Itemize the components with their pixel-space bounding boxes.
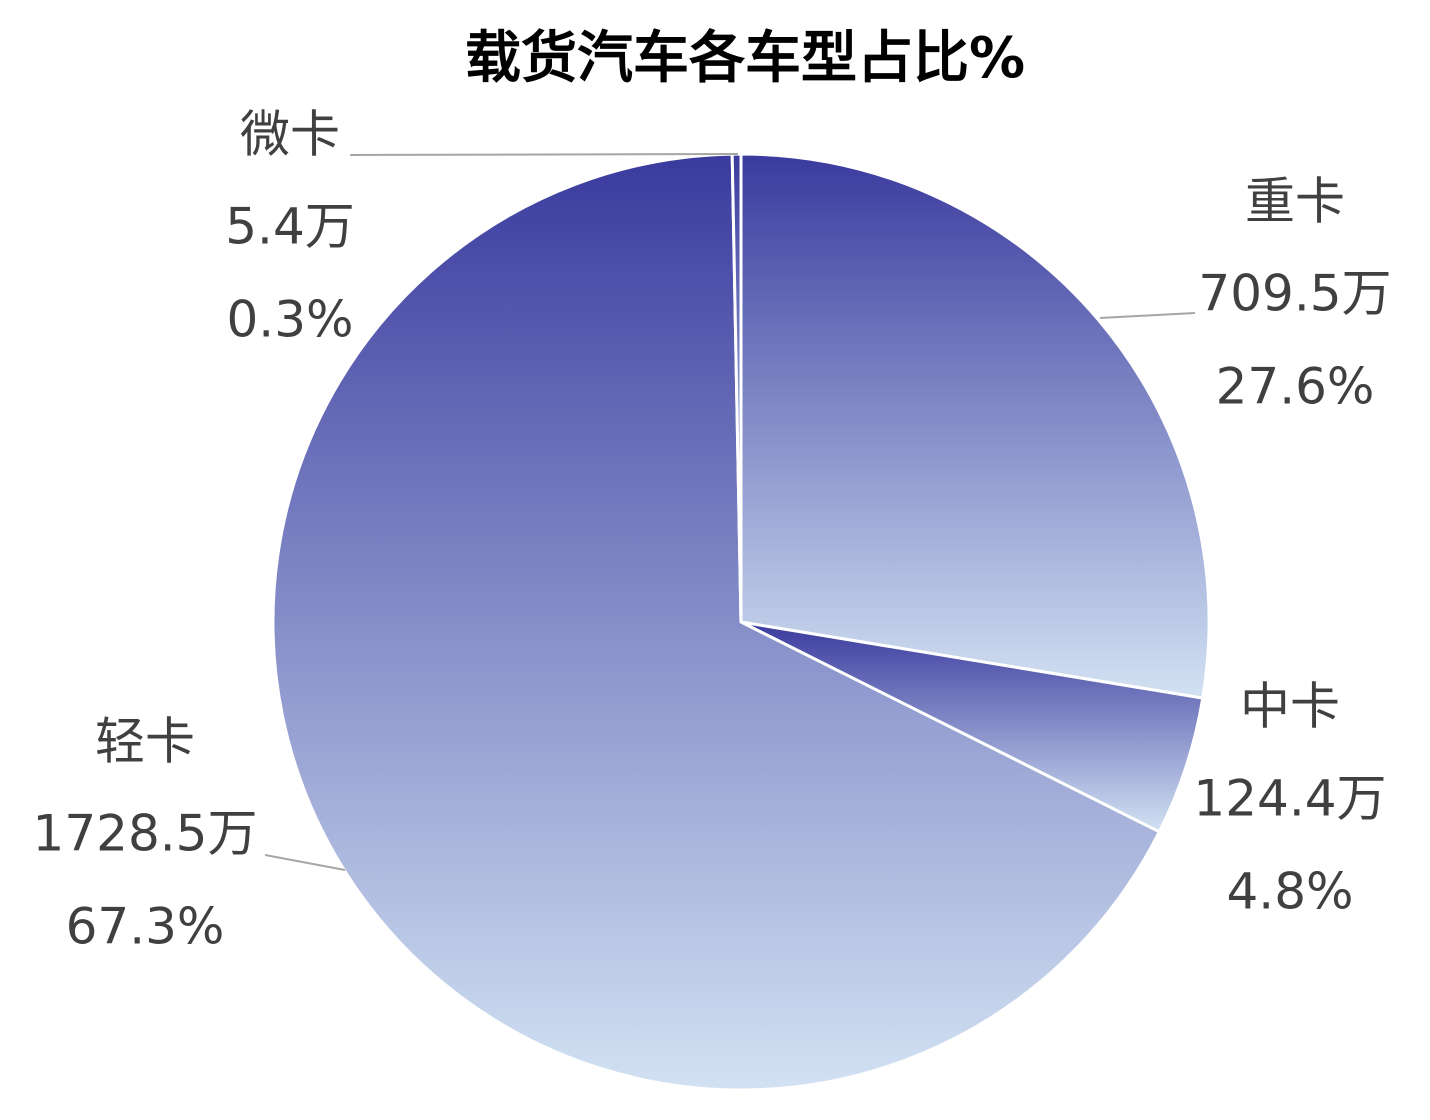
count-label: 1728.5万 — [33, 805, 258, 863]
count-label: 124.4万 — [1193, 770, 1386, 828]
slice-label: 重卡 — [1245, 173, 1345, 231]
pie-slice — [739, 152, 1211, 700]
leader-line — [264, 854, 346, 871]
leader-line — [349, 153, 739, 156]
count-label: 5.4万 — [225, 198, 355, 256]
slice-label: 轻卡 — [95, 713, 195, 771]
value-label: 27.6% — [1216, 358, 1375, 416]
count-label: 709.5万 — [1198, 265, 1391, 323]
chart-title: 载货汽车各车型占比% — [465, 26, 1025, 91]
value-label: 67.3% — [66, 898, 225, 956]
pie-slice — [271, 152, 1162, 1092]
slice-label: 微卡 — [240, 106, 340, 164]
value-label: 4.8% — [1226, 863, 1353, 921]
slice-label: 中卡 — [1240, 678, 1340, 736]
leader-line — [1099, 312, 1196, 319]
value-label: 0.3% — [226, 291, 353, 349]
